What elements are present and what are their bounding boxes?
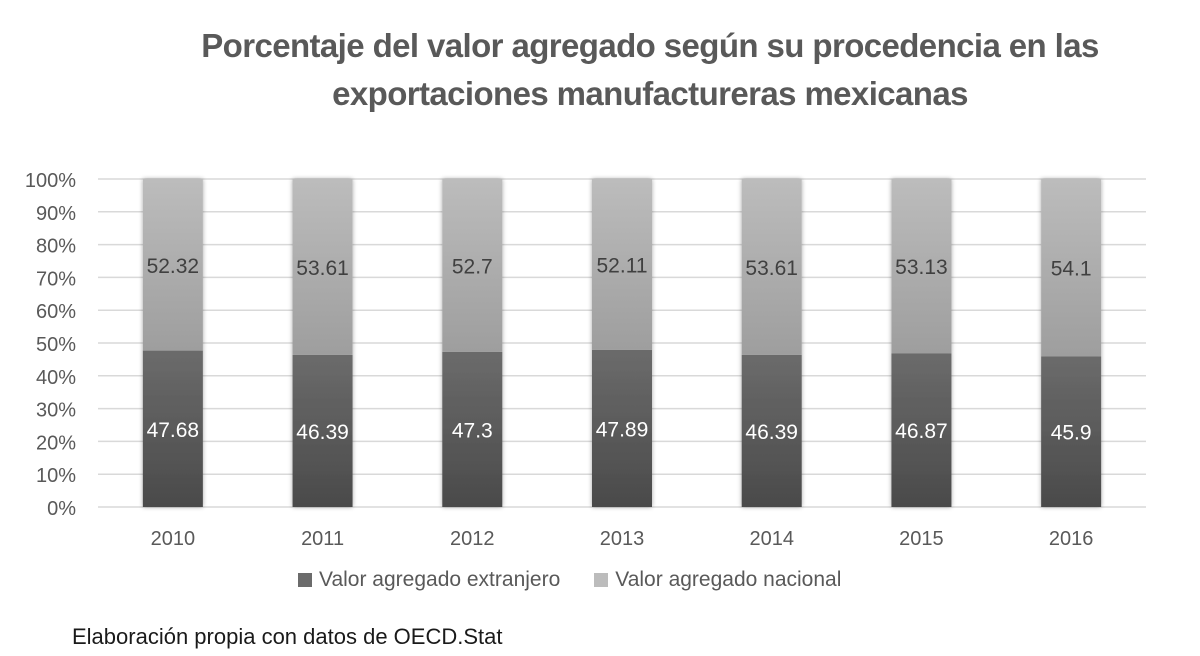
x-tick-label: 2010 bbox=[151, 528, 196, 550]
bar-group bbox=[142, 179, 203, 507]
bar-nacional bbox=[292, 179, 353, 355]
y-tick-label: 50% bbox=[36, 334, 76, 356]
data-label-extranjero: 46.39 bbox=[296, 421, 349, 444]
y-tick-label: 100% bbox=[25, 170, 76, 192]
x-tick-label: 2014 bbox=[749, 528, 794, 550]
bar-extranjero bbox=[292, 354, 353, 507]
y-tick-label: 80% bbox=[36, 236, 76, 258]
bar-nacional bbox=[1041, 179, 1102, 357]
legend-swatch-nacional bbox=[594, 573, 609, 587]
bar-nacional bbox=[891, 179, 952, 354]
bar-extranjero bbox=[142, 350, 203, 507]
x-tick-label: 2016 bbox=[1049, 528, 1094, 550]
y-tick-label: 60% bbox=[36, 301, 76, 323]
x-tick-label: 2013 bbox=[600, 528, 645, 550]
bar-group bbox=[1041, 179, 1102, 507]
legend-label-nacional: Valor agregado nacional bbox=[615, 568, 842, 591]
data-label-extranjero: 47.68 bbox=[147, 419, 200, 442]
chart-title-line-1: Porcentaje del valor agregado según su p… bbox=[201, 27, 1099, 64]
x-tick-label: 2015 bbox=[899, 528, 944, 550]
y-tick-label: 30% bbox=[36, 400, 76, 422]
bar-group bbox=[292, 179, 353, 507]
bar-extranjero bbox=[592, 349, 652, 507]
data-label-extranjero: 46.39 bbox=[745, 421, 798, 444]
data-label-extranjero: 47.3 bbox=[452, 419, 493, 442]
bar-nacional bbox=[442, 179, 503, 352]
bar-group bbox=[891, 179, 952, 507]
bar-group bbox=[442, 179, 503, 507]
data-label-extranjero: 47.89 bbox=[596, 418, 649, 441]
bar-extranjero bbox=[741, 354, 802, 507]
bar-extranjero bbox=[1041, 356, 1102, 507]
data-label-nacional: 52.11 bbox=[597, 254, 648, 277]
source-note: Elaboración propia con datos de OECD.Sta… bbox=[72, 624, 503, 649]
data-label-nacional: 53.61 bbox=[296, 257, 349, 280]
legend-swatch-extranjero bbox=[298, 573, 312, 587]
legend: Valor agregado extranjero Valor agregado… bbox=[298, 568, 875, 592]
y-tick-label: 90% bbox=[36, 203, 76, 225]
y-tick-label: 20% bbox=[36, 432, 76, 454]
data-label-extranjero: 46.87 bbox=[895, 420, 948, 443]
x-tick-label: 2011 bbox=[301, 528, 344, 550]
bar-group bbox=[592, 179, 652, 507]
chart-title: Porcentaje del valor agregado según su p… bbox=[170, 22, 1130, 118]
bar-group bbox=[741, 179, 802, 507]
y-tick-label: 10% bbox=[36, 465, 76, 487]
legend-item-extranjero[interactable]: Valor agregado extranjero bbox=[298, 568, 560, 592]
data-label-nacional: 52.7 bbox=[452, 255, 493, 278]
legend-label-extranjero: Valor agregado extranjero bbox=[319, 568, 561, 591]
y-axis: 0% 10% 20% 30% 40% 50% 60% 70% 80% 90% 100% bbox=[25, 170, 76, 520]
data-label-nacional: 52.32 bbox=[147, 255, 200, 278]
data-label-extranjero: 45.9 bbox=[1051, 422, 1092, 445]
bar-nacional bbox=[592, 179, 652, 350]
chart-title-line-2: exportaciones manufactureras mexicanas bbox=[332, 75, 968, 112]
y-tick-label: 70% bbox=[36, 268, 76, 290]
y-tick-label: 40% bbox=[36, 367, 76, 389]
legend-item-nacional[interactable]: Valor agregado nacional bbox=[594, 568, 841, 592]
data-label-nacional: 54.1 bbox=[1051, 258, 1092, 281]
bar-nacional bbox=[142, 179, 203, 351]
x-tick-label: 2012 bbox=[450, 528, 495, 550]
data-label-nacional: 53.61 bbox=[745, 257, 798, 280]
bar-extranjero bbox=[891, 353, 952, 507]
data-label-nacional: 53.13 bbox=[895, 256, 948, 279]
y-tick-label: 0% bbox=[47, 498, 76, 520]
bar-nacional bbox=[741, 179, 802, 355]
bar-extranjero bbox=[442, 351, 503, 507]
bars: 47.68 52.32 46.39 53.61 47.3 52.7 47.89 52.11 46… bbox=[142, 179, 1102, 507]
x-axis: 2010 2011 2012 2013 2014 2015 2016 bbox=[151, 528, 1094, 550]
